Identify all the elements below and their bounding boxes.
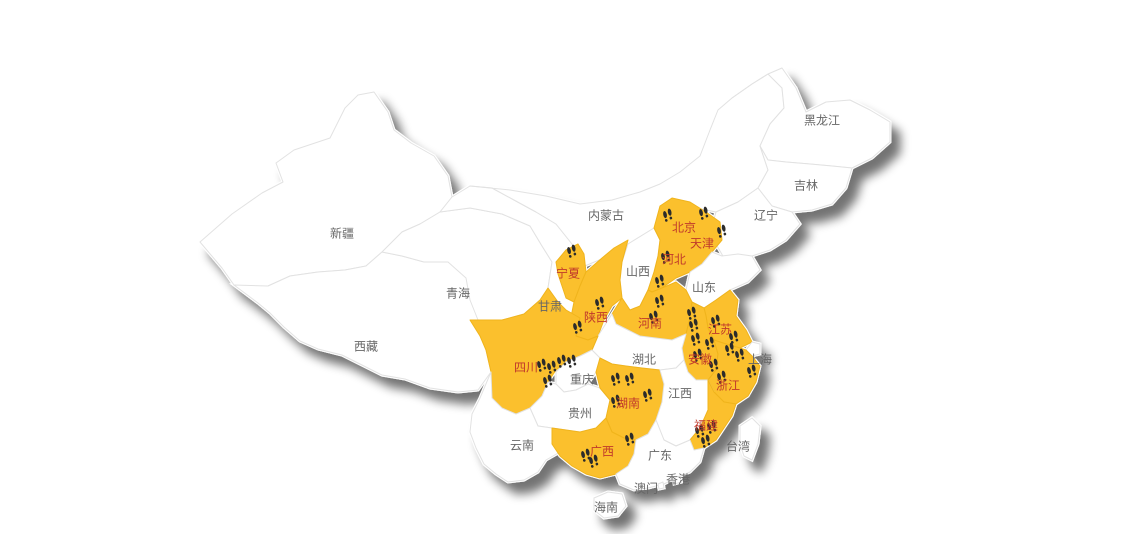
province-label-hebei: 河北 — [662, 253, 686, 267]
province-label-guangdong: 广东 — [648, 449, 672, 463]
province-label-hubei: 湖北 — [632, 352, 656, 367]
province-label-heilongjiang: 黑龙江 — [804, 114, 840, 128]
province-label-anhui: 安徽 — [688, 352, 712, 367]
province-label-macau: 澳门 — [634, 481, 658, 496]
province-label-hunan: 湖南 — [616, 396, 640, 411]
province-label-shanxi: 山西 — [626, 265, 650, 279]
province-shanghai[interactable] — [745, 341, 761, 357]
province-hainan[interactable] — [593, 491, 627, 519]
province-label-neimenggu: 内蒙古 — [588, 208, 624, 223]
province-label-henan: 河南 — [638, 316, 662, 331]
province-label-tianjin: 天津 — [690, 237, 714, 251]
province-taiwan[interactable] — [739, 417, 761, 461]
province-label-taiwan: 台湾 — [726, 439, 750, 454]
province-label-guizhou: 贵州 — [568, 407, 592, 421]
province-label-xizang: 西藏 — [354, 340, 378, 354]
province-label-shaanxi: 陕西 — [584, 310, 608, 325]
province-guangdong[interactable] — [615, 419, 705, 491]
province-label-beijing: 北京 — [672, 221, 696, 235]
province-label-jilin: 吉林 — [794, 179, 818, 193]
province-label-zhejiang: 浙江 — [716, 379, 740, 393]
province-label-qinghai: 青海 — [446, 286, 470, 301]
province-hongkong[interactable] — [671, 475, 683, 485]
province-label-guangxi: 广西 — [590, 445, 614, 459]
province-label-hainan: 海南 — [594, 500, 618, 515]
province-macau[interactable] — [657, 481, 665, 490]
province-label-liaoning: 辽宁 — [754, 208, 778, 223]
province-label-shanghai: 上海 — [748, 352, 772, 367]
province-borders — [199, 67, 891, 519]
province-yunnan[interactable] — [469, 371, 569, 483]
province-label-xinjiang: 新疆 — [330, 226, 354, 241]
province-label-jiangsu: 江苏 — [708, 323, 732, 337]
province-label-yunnan: 云南 — [510, 438, 534, 453]
province-label-fujian: 福建 — [694, 418, 718, 433]
province-label-gansu: 甘肃 — [538, 300, 562, 314]
province-label-chongqing: 重庆 — [570, 373, 594, 387]
province-label-sichuan: 四川 — [514, 361, 538, 375]
province-heilongjiang[interactable] — [731, 67, 891, 169]
province-label-hongkong: 香港 — [666, 473, 690, 487]
province-label-jiangxi: 江西 — [668, 387, 692, 401]
province-label-shandong: 山东 — [692, 281, 716, 295]
province-zhejiang[interactable] — [707, 339, 761, 405]
province-label-ningxia: 宁夏 — [556, 266, 580, 281]
